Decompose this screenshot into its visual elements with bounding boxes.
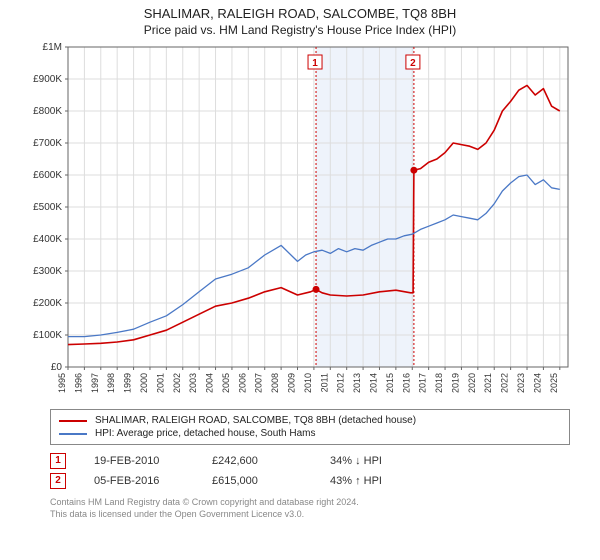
legend-item: HPI: Average price, detached house, Sout…	[59, 427, 561, 440]
svg-text:£100K: £100K	[33, 330, 62, 341]
svg-text:£900K: £900K	[33, 74, 62, 85]
svg-text:2013: 2013	[352, 373, 362, 393]
svg-text:2000: 2000	[139, 373, 149, 393]
legend: SHALIMAR, RALEIGH ROAD, SALCOMBE, TQ8 8B…	[50, 409, 570, 445]
svg-text:1: 1	[312, 58, 318, 69]
chart-svg: £0 £100K £200K £300K £400K £500K £600K £700K £80…	[20, 41, 580, 401]
legend-swatch	[59, 420, 87, 422]
transaction-delta: 43% ↑ HPI	[330, 475, 420, 487]
svg-text:2003: 2003	[188, 373, 198, 393]
svg-text:2005: 2005	[221, 373, 231, 393]
svg-text:£1M: £1M	[43, 42, 62, 53]
table-row: 1 19-FEB-2010 £242,600 34% ↓ HPI	[50, 451, 570, 471]
svg-text:2023: 2023	[516, 373, 526, 393]
table-row: 2 05-FEB-2016 £615,000 43% ↑ HPI	[50, 471, 570, 491]
svg-text:2015: 2015	[385, 373, 395, 393]
transaction-price: £242,600	[212, 455, 302, 467]
attribution-line: This data is licensed under the Open Gov…	[50, 509, 570, 521]
svg-text:1999: 1999	[123, 373, 133, 393]
svg-text:2020: 2020	[467, 373, 477, 393]
attribution-line: Contains HM Land Registry data © Crown c…	[50, 497, 570, 509]
transaction-price: £615,000	[212, 475, 302, 487]
transaction-marker: 1	[50, 453, 66, 469]
legend-label: SHALIMAR, RALEIGH ROAD, SALCOMBE, TQ8 8B…	[95, 415, 416, 426]
svg-text:2022: 2022	[500, 373, 510, 393]
svg-text:£300K: £300K	[33, 266, 62, 277]
svg-text:1995: 1995	[57, 373, 67, 393]
svg-text:2002: 2002	[172, 373, 182, 393]
svg-text:2011: 2011	[319, 373, 329, 392]
svg-text:2024: 2024	[532, 373, 542, 393]
svg-text:2016: 2016	[401, 373, 411, 393]
svg-text:2004: 2004	[205, 373, 215, 393]
svg-text:£200K: £200K	[33, 298, 62, 309]
transaction-date: 19-FEB-2010	[94, 455, 184, 467]
svg-text:2008: 2008	[270, 373, 280, 393]
transaction-marker: 2	[50, 473, 66, 489]
transaction-date: 05-FEB-2016	[94, 475, 184, 487]
svg-text:£800K: £800K	[33, 106, 62, 117]
svg-text:£700K: £700K	[33, 138, 62, 149]
svg-text:2007: 2007	[254, 373, 264, 393]
chart-plot: £0 £100K £200K £300K £400K £500K £600K £700K £80…	[20, 41, 580, 401]
transactions-table: 1 19-FEB-2010 £242,600 34% ↓ HPI 2 05-FE…	[50, 451, 570, 491]
transaction-delta: 34% ↓ HPI	[330, 455, 420, 467]
legend-label: HPI: Average price, detached house, Sout…	[95, 428, 316, 439]
svg-text:2001: 2001	[155, 373, 165, 393]
svg-text:2014: 2014	[368, 373, 378, 393]
svg-text:2012: 2012	[336, 373, 346, 393]
svg-text:2: 2	[410, 58, 416, 69]
svg-text:£400K: £400K	[33, 234, 62, 245]
svg-text:2021: 2021	[483, 373, 493, 393]
chart-container: { "title": "SHALIMAR, RALEIGH ROAD, SALC…	[0, 0, 600, 560]
svg-text:2019: 2019	[450, 373, 460, 393]
attribution: Contains HM Land Registry data © Crown c…	[50, 497, 570, 520]
svg-text:£0: £0	[51, 362, 63, 373]
legend-swatch	[59, 433, 87, 435]
svg-text:£600K: £600K	[33, 170, 62, 181]
svg-text:2010: 2010	[303, 373, 313, 393]
svg-text:2025: 2025	[549, 373, 559, 393]
chart-subtitle: Price paid vs. HM Land Registry's House …	[0, 21, 600, 41]
svg-text:2009: 2009	[287, 373, 297, 393]
svg-text:2006: 2006	[237, 373, 247, 393]
svg-text:1996: 1996	[73, 373, 83, 393]
svg-text:2018: 2018	[434, 373, 444, 393]
svg-text:1997: 1997	[90, 373, 100, 393]
legend-item: SHALIMAR, RALEIGH ROAD, SALCOMBE, TQ8 8B…	[59, 414, 561, 427]
svg-text:2017: 2017	[418, 373, 428, 393]
chart-title: SHALIMAR, RALEIGH ROAD, SALCOMBE, TQ8 8B…	[0, 0, 600, 21]
svg-text:£500K: £500K	[33, 202, 62, 213]
svg-text:1998: 1998	[106, 373, 116, 393]
